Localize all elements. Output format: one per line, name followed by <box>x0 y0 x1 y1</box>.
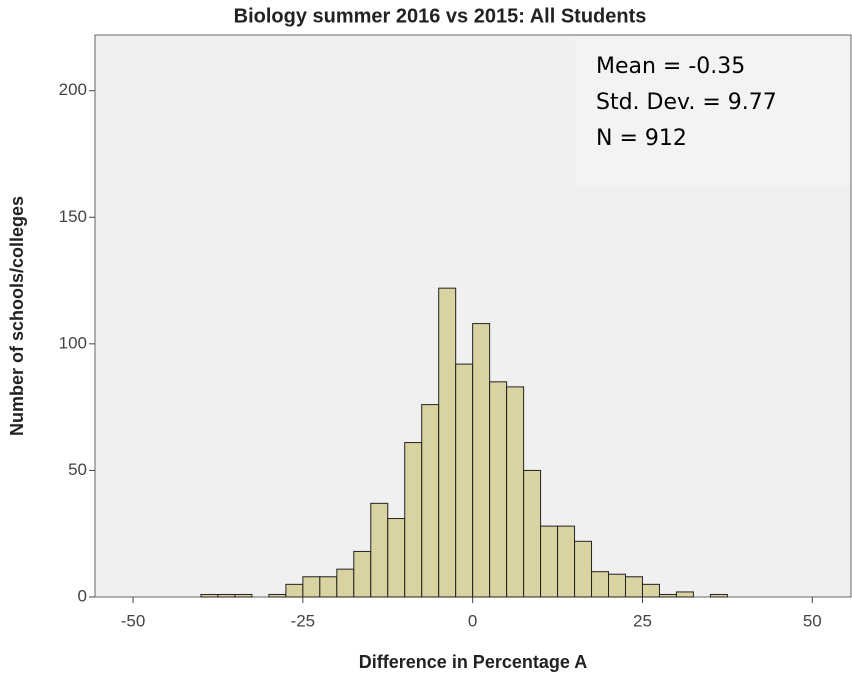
x-tick-label: 25 <box>633 611 652 630</box>
bar <box>455 363 474 598</box>
stats-annotation: Std. Dev. = 9.77 <box>596 90 777 115</box>
bar <box>608 573 626 598</box>
chart-title: Biology summer 2016 vs 2015: All Student… <box>234 5 647 27</box>
y-tick-label: 150 <box>59 207 87 226</box>
x-tick-label: 0 <box>468 611 477 630</box>
x-tick-label: 50 <box>803 611 822 630</box>
bar <box>200 593 219 598</box>
stats-box <box>575 36 850 186</box>
x-tick-label: -25 <box>291 611 316 630</box>
y-axis-label: Number of schools/colleges <box>7 196 27 436</box>
bar <box>591 571 610 598</box>
y-tick-label: 200 <box>59 80 87 99</box>
bar <box>421 404 440 598</box>
bar <box>540 525 559 598</box>
bar <box>675 591 694 598</box>
bar <box>285 583 304 598</box>
bar <box>574 540 593 598</box>
y-tick-label: 0 <box>78 586 87 605</box>
bar <box>641 583 660 598</box>
bar <box>370 502 389 598</box>
bar <box>319 576 338 598</box>
stats-annotation: N = 912 <box>596 126 687 151</box>
bar <box>506 386 525 598</box>
y-tick-label: 50 <box>68 460 87 479</box>
bar <box>302 576 321 598</box>
bar <box>709 593 728 598</box>
bar <box>438 287 457 598</box>
bar <box>353 550 372 598</box>
bar <box>658 593 677 598</box>
bar <box>404 442 423 598</box>
x-axis-label: Difference in Percentage A <box>359 652 587 672</box>
bar <box>217 593 236 598</box>
bar <box>523 469 542 598</box>
bar <box>489 381 508 598</box>
y-tick-label: 100 <box>59 333 87 352</box>
bar <box>387 518 406 598</box>
stats-annotation: Mean = -0.35 <box>596 54 745 79</box>
bar <box>268 593 287 598</box>
bar <box>472 323 491 598</box>
bar <box>624 576 643 598</box>
bar <box>336 568 355 598</box>
bar <box>557 525 576 598</box>
bar <box>234 593 253 598</box>
x-tick-label: -50 <box>121 611 146 630</box>
